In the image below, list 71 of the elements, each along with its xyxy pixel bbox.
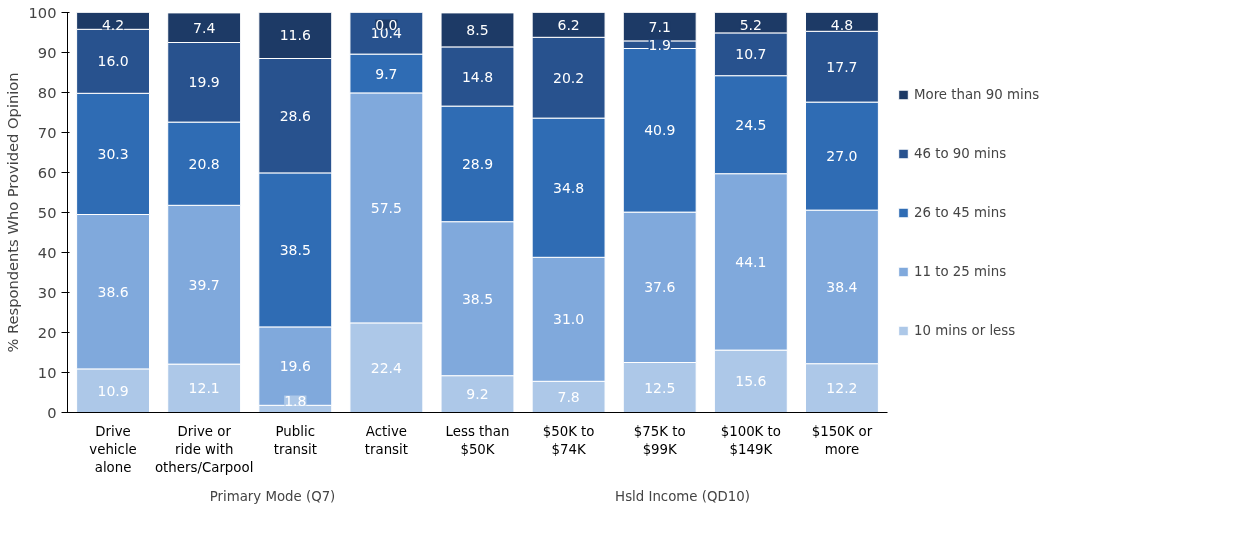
data-label: 20.2 [553, 69, 585, 86]
legend-label: 11 to 25 mins [914, 263, 1007, 279]
x-tick-label: $150K or more [811, 423, 873, 457]
y-tick-label: 80 [37, 83, 57, 101]
data-label: 28.9 [461, 155, 494, 172]
data-label: 7.8 [557, 388, 580, 405]
data-label: 30.3 [97, 145, 129, 162]
y-tick-label: 10 [37, 363, 57, 381]
legend-label: 46 to 90 mins [914, 145, 1007, 161]
y-axis-title: % Respondents Who Provided Opinion [3, 72, 21, 353]
data-label: 27.0 [826, 148, 858, 165]
data-label: 38.6 [97, 283, 129, 300]
y-tick-label: 20 [37, 323, 57, 341]
x-tick-label: Public transit [273, 423, 317, 457]
data-label: 38.4 [826, 278, 858, 295]
x-tick-label: Active transit [364, 423, 408, 457]
data-label: 28.6 [279, 107, 311, 124]
data-label: 34.8 [553, 179, 585, 196]
data-label: 4.8 [830, 16, 854, 33]
y-tick-label: 50 [37, 203, 57, 221]
data-label: 1.8 [284, 392, 307, 409]
data-label: 12.2 [826, 380, 858, 397]
data-label: 57.5 [370, 199, 402, 216]
text: Hsld Income (QD10) [615, 488, 750, 504]
legend-label: More than 90 mins [914, 86, 1040, 102]
data-label: 19.9 [188, 74, 220, 91]
y-tick-label: 70 [37, 123, 57, 141]
data-label: 17.7 [826, 58, 858, 75]
data-label: 44.1 [735, 253, 767, 270]
data-label: 7.4 [193, 19, 216, 36]
data-label: 19.6 [279, 358, 311, 375]
data-label: 40.9 [644, 122, 676, 139]
x-tick-label: $75K to $99K [633, 423, 686, 457]
x-tick-label: Less than $50K [445, 423, 510, 457]
data-label: 15.6 [735, 373, 767, 390]
data-label: 11.6 [279, 27, 311, 44]
y-tick-label: 90 [37, 43, 57, 61]
data-label: 9.2 [466, 386, 489, 403]
data-label: 38.5 [279, 241, 311, 258]
x-tick-label: $100K to $149K [720, 423, 781, 457]
legend-label: 26 to 45 mins [914, 204, 1007, 220]
data-label: 31.0 [553, 311, 585, 328]
data-label: 5.2 [739, 16, 762, 33]
y-tick-label: 100 [28, 3, 57, 21]
data-label: 7.1 [648, 18, 671, 35]
y-tick-label: 30 [37, 283, 57, 301]
data-label: 24.5 [735, 116, 767, 133]
legend-label: 10 mins or less [914, 322, 1016, 338]
data-label: 6.2 [557, 16, 580, 33]
data-label: 16.0 [97, 53, 129, 70]
y-tick-label: 40 [37, 243, 57, 261]
data-label: 4.2 [101, 16, 125, 33]
data-label: 37.6 [644, 279, 676, 296]
y-tick-label: 60 [37, 163, 57, 181]
data-label: 12.1 [188, 380, 220, 397]
data-label: 10.9 [97, 382, 129, 399]
data-label: 39.7 [188, 276, 220, 293]
data-label: 10.7 [735, 46, 767, 63]
x-tick-label: Drive vehicle alone [89, 423, 137, 475]
y-tick-label: 0 [47, 403, 57, 421]
data-label: 22.4 [370, 359, 403, 376]
data-label: 9.7 [375, 65, 398, 82]
data-label: 14.8 [461, 68, 494, 85]
data-label: 8.5 [466, 21, 489, 38]
data-label: 12.5 [644, 379, 676, 396]
data-label: 1.9 [648, 36, 671, 53]
data-label: 38.5 [461, 290, 494, 307]
text: Primary Mode (Q7) [209, 488, 336, 504]
data-label: 20.8 [188, 155, 220, 172]
x-tick-label: Drive or ride with others/Carpool [154, 423, 254, 475]
x-tick-label: $50K to $74K [542, 423, 595, 457]
